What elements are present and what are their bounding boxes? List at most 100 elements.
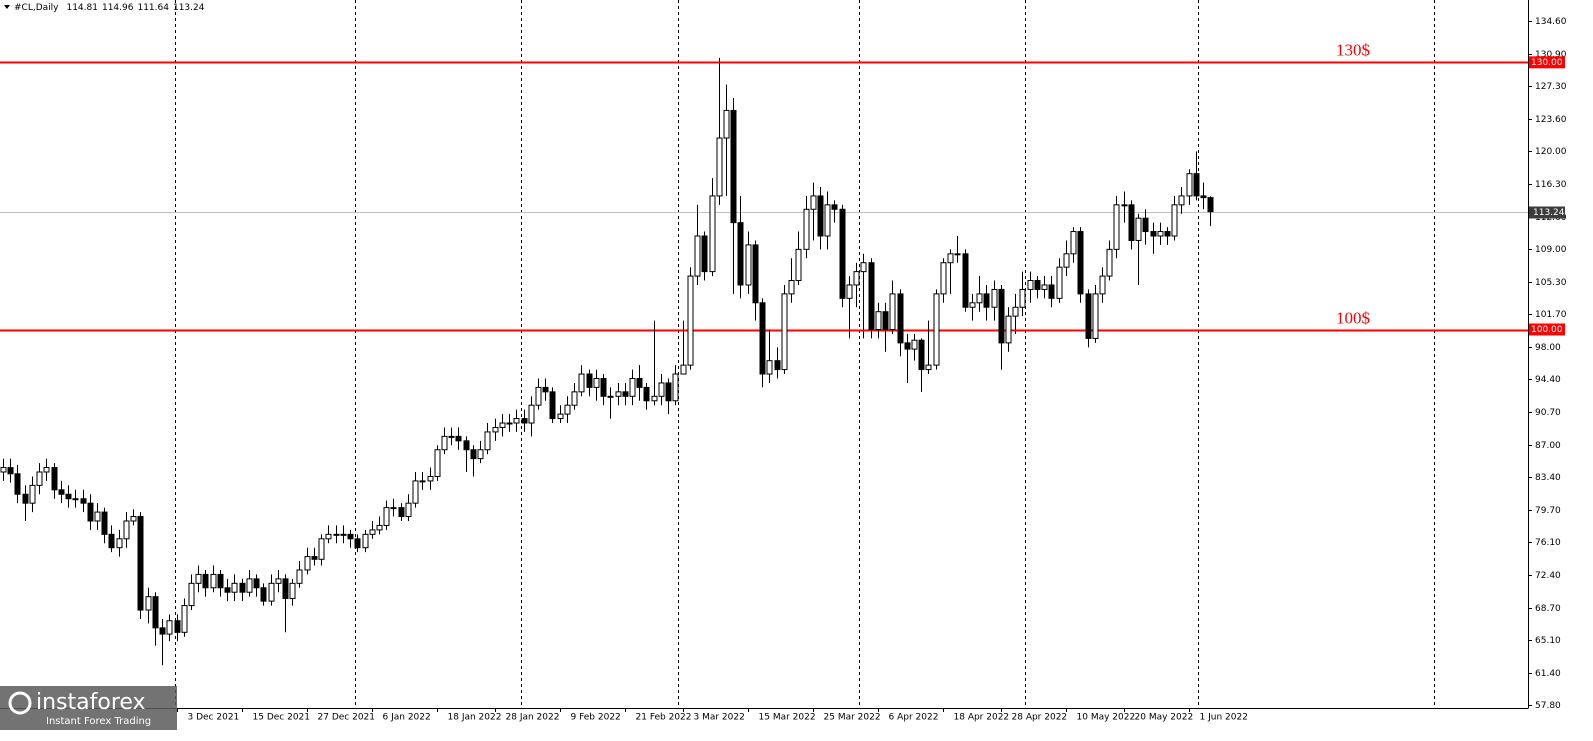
- candle-body: [362, 533, 369, 549]
- x-tick-label: 20 May 2022: [1135, 713, 1194, 723]
- candle-body: [824, 204, 831, 237]
- candle-body: [333, 533, 340, 536]
- candle-body: [376, 524, 383, 531]
- candle-body: [29, 484, 36, 504]
- x-tick-label: 21 Feb 2022: [636, 713, 692, 723]
- candle-body: [1128, 204, 1135, 241]
- candle-body: [853, 271, 860, 286]
- candle-body: [43, 467, 50, 473]
- candle-body: [1027, 280, 1034, 290]
- watermark-logo: [8, 691, 32, 715]
- candle-body: [14, 473, 21, 495]
- candle-body: [846, 284, 853, 299]
- candle-body: [810, 195, 817, 210]
- candle-body: [694, 235, 701, 277]
- candle-body: [665, 382, 672, 402]
- candle-body: [759, 302, 766, 375]
- candle-body: [325, 533, 332, 540]
- candle-body: [108, 533, 115, 549]
- candle-body: [918, 339, 925, 371]
- candle-body: [528, 404, 535, 424]
- candle-body: [737, 222, 744, 286]
- candle-body: [889, 293, 896, 331]
- candle-body: [137, 516, 144, 611]
- candle-body: [246, 578, 253, 593]
- candle-body: [318, 538, 325, 560]
- watermark: instaforex Instant Forex Trading: [0, 686, 177, 730]
- candle-body: [340, 533, 347, 536]
- candle-body: [615, 391, 622, 397]
- candle-body: [817, 195, 824, 237]
- candle-body: [1063, 253, 1070, 268]
- watermark-tagline: Instant Forex Trading: [46, 716, 151, 727]
- candle-body: [1056, 266, 1063, 299]
- candle-body: [774, 360, 781, 371]
- x-tick-label: 15 Dec 2021: [253, 713, 311, 723]
- candle-body: [101, 511, 108, 535]
- candle-body: [130, 516, 137, 522]
- candle-body: [911, 339, 918, 350]
- y-tick-label: 79.70: [1535, 506, 1561, 516]
- low-value: 111.64: [137, 3, 169, 13]
- candle-body: [405, 502, 412, 518]
- level-price-box: [1529, 323, 1565, 336]
- candle-body: [622, 391, 629, 397]
- y-tick-label: 61.40: [1535, 669, 1561, 679]
- candle-body: [578, 373, 585, 393]
- candle-body: [159, 627, 166, 635]
- y-tick-label: 116.30: [1535, 180, 1567, 190]
- candle-body: [202, 573, 209, 589]
- candle-body: [289, 582, 296, 599]
- candle-body: [542, 386, 549, 393]
- candle-body: [51, 467, 58, 491]
- candle-body: [282, 578, 289, 599]
- candle-body: [897, 293, 904, 344]
- level-annotation: 130$: [1336, 40, 1370, 59]
- candle-body: [231, 582, 238, 593]
- candle-body: [419, 480, 426, 483]
- candle-body: [723, 109, 730, 139]
- candle-body: [1085, 293, 1092, 339]
- candle-body: [311, 556, 318, 560]
- y-tick-label: 127.30: [1535, 82, 1567, 92]
- candle-body: [275, 578, 282, 584]
- candle-body: [535, 386, 542, 406]
- close-value: 113.24: [173, 3, 205, 13]
- candle-body: [766, 360, 773, 375]
- candle-body: [795, 248, 802, 282]
- y-tick-label: 105.30: [1535, 278, 1567, 288]
- candle-body: [716, 137, 723, 197]
- candle-body: [188, 582, 195, 607]
- candle-body: [36, 471, 43, 486]
- candle-body: [477, 449, 484, 460]
- candle-body: [224, 587, 231, 593]
- candle-body: [383, 507, 390, 526]
- x-tick-label: 6 Jan 2022: [383, 713, 431, 723]
- candle-body: [1048, 284, 1055, 299]
- candle-body: [651, 395, 658, 402]
- candle-body: [484, 431, 491, 451]
- candle-body: [571, 391, 578, 406]
- candle-body: [593, 377, 600, 388]
- menu-arrow[interactable]: [4, 5, 10, 9]
- candle-body: [549, 391, 556, 420]
- candle-body: [463, 440, 470, 451]
- candle-body: [860, 262, 867, 273]
- candle-body: [116, 538, 123, 549]
- candle-body: [1012, 306, 1019, 317]
- candle-body: [1186, 173, 1193, 197]
- candle-body: [174, 620, 181, 633]
- watermark-brand: instaforex: [36, 690, 146, 715]
- candle-body: [1077, 231, 1084, 295]
- candle-body: [181, 605, 188, 633]
- candle-body: [268, 582, 275, 602]
- x-tick-label: 25 Mar 2022: [824, 713, 881, 723]
- level-price-label: 130.00: [1531, 58, 1563, 68]
- y-tick-label: 101.70: [1535, 310, 1567, 320]
- candle-body: [145, 596, 152, 611]
- candle-body: [701, 235, 708, 273]
- candle-body: [1164, 231, 1171, 237]
- candle-body: [65, 493, 72, 500]
- candle-body: [1150, 231, 1157, 237]
